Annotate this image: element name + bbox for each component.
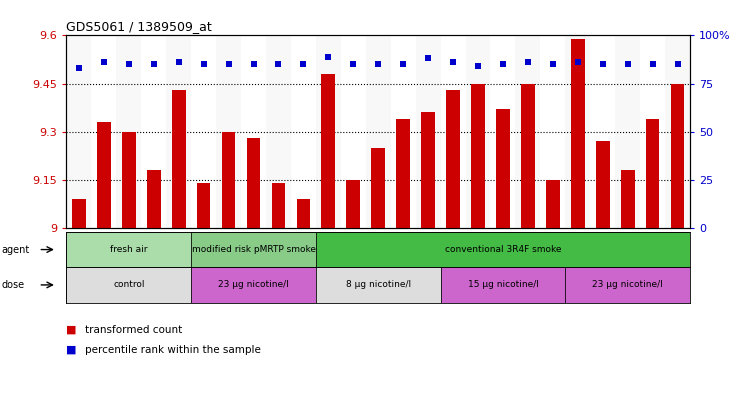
Bar bbox=[571, 39, 584, 228]
Point bbox=[422, 55, 434, 62]
Point bbox=[223, 61, 235, 67]
Bar bbox=[671, 84, 684, 228]
Bar bbox=[241, 35, 266, 228]
Bar bbox=[191, 35, 216, 228]
Bar bbox=[147, 170, 161, 228]
Bar bbox=[316, 35, 341, 228]
Text: fresh air: fresh air bbox=[110, 245, 148, 254]
Bar bbox=[191, 267, 316, 303]
Point bbox=[447, 59, 459, 66]
Text: agent: agent bbox=[1, 244, 30, 255]
Bar bbox=[216, 35, 241, 228]
Bar bbox=[615, 35, 640, 228]
Point bbox=[646, 61, 658, 67]
Bar bbox=[221, 132, 235, 228]
Bar bbox=[197, 183, 210, 228]
Bar bbox=[346, 180, 360, 228]
Bar bbox=[117, 35, 141, 228]
Text: ■: ■ bbox=[66, 325, 80, 335]
Text: dose: dose bbox=[1, 280, 24, 290]
Bar bbox=[565, 35, 590, 228]
Bar bbox=[396, 119, 410, 228]
Bar bbox=[515, 35, 540, 228]
Point bbox=[497, 61, 509, 67]
Point bbox=[148, 61, 159, 67]
Bar bbox=[322, 74, 335, 228]
Bar bbox=[272, 183, 286, 228]
Bar bbox=[441, 35, 466, 228]
Bar bbox=[596, 141, 610, 228]
Bar bbox=[66, 267, 191, 303]
Text: 23 μg nicotine/l: 23 μg nicotine/l bbox=[593, 281, 663, 289]
Bar bbox=[366, 35, 390, 228]
Text: 8 μg nicotine/l: 8 μg nicotine/l bbox=[345, 281, 411, 289]
Bar bbox=[297, 199, 310, 228]
Point bbox=[472, 63, 484, 69]
Bar bbox=[621, 170, 635, 228]
Bar bbox=[496, 109, 510, 228]
Bar bbox=[441, 267, 565, 303]
Bar bbox=[66, 35, 92, 228]
Bar bbox=[540, 35, 565, 228]
Point bbox=[173, 59, 184, 66]
Bar bbox=[66, 232, 191, 267]
Bar bbox=[72, 199, 86, 228]
Bar bbox=[546, 180, 559, 228]
Bar bbox=[341, 35, 366, 228]
Point bbox=[397, 61, 409, 67]
Point bbox=[323, 53, 334, 60]
Point bbox=[522, 59, 534, 66]
Bar bbox=[316, 232, 690, 267]
Point bbox=[123, 61, 135, 67]
Bar bbox=[371, 148, 385, 228]
Bar bbox=[291, 35, 316, 228]
Bar bbox=[646, 119, 660, 228]
Text: 23 μg nicotine/l: 23 μg nicotine/l bbox=[218, 281, 289, 289]
Text: control: control bbox=[113, 281, 145, 289]
Bar bbox=[466, 35, 491, 228]
Bar bbox=[97, 122, 111, 228]
Bar bbox=[590, 35, 615, 228]
Point bbox=[248, 61, 260, 67]
Bar bbox=[521, 84, 535, 228]
Bar bbox=[141, 35, 166, 228]
Point bbox=[73, 65, 85, 71]
Bar bbox=[565, 267, 690, 303]
Bar bbox=[246, 138, 261, 228]
Point bbox=[572, 59, 584, 66]
Bar bbox=[316, 267, 441, 303]
Point bbox=[672, 61, 683, 67]
Bar bbox=[92, 35, 117, 228]
Text: GDS5061 / 1389509_at: GDS5061 / 1389509_at bbox=[66, 20, 212, 33]
Bar bbox=[421, 112, 435, 228]
Bar bbox=[122, 132, 136, 228]
Bar bbox=[446, 90, 460, 228]
Bar bbox=[166, 35, 191, 228]
Bar bbox=[415, 35, 441, 228]
Bar bbox=[665, 35, 690, 228]
Text: transformed count: transformed count bbox=[85, 325, 182, 335]
Point bbox=[547, 61, 559, 67]
Point bbox=[198, 61, 210, 67]
Text: conventional 3R4F smoke: conventional 3R4F smoke bbox=[445, 245, 561, 254]
Bar bbox=[191, 232, 316, 267]
Bar bbox=[491, 35, 515, 228]
Bar bbox=[266, 35, 291, 228]
Text: modified risk pMRTP smoke: modified risk pMRTP smoke bbox=[191, 245, 316, 254]
Text: ■: ■ bbox=[66, 345, 80, 355]
Point bbox=[622, 61, 634, 67]
Bar bbox=[471, 84, 485, 228]
Point bbox=[297, 61, 309, 67]
Point bbox=[98, 59, 110, 66]
Bar bbox=[172, 90, 185, 228]
Text: 15 μg nicotine/l: 15 μg nicotine/l bbox=[467, 281, 539, 289]
Bar bbox=[640, 35, 665, 228]
Point bbox=[348, 61, 359, 67]
Point bbox=[373, 61, 384, 67]
Point bbox=[597, 61, 609, 67]
Text: percentile rank within the sample: percentile rank within the sample bbox=[85, 345, 261, 355]
Bar bbox=[390, 35, 415, 228]
Point bbox=[272, 61, 284, 67]
